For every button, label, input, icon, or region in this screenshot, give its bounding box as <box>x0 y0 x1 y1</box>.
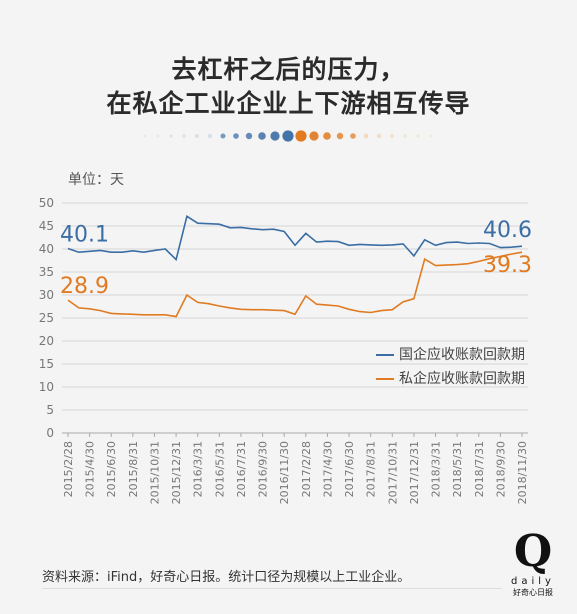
decor-dot <box>195 134 199 138</box>
decor-dot <box>169 134 173 138</box>
x-tick-label: 2018/11/30 <box>516 441 529 504</box>
x-tick-label: 2017/2/28 <box>300 441 313 497</box>
decor-dot <box>390 134 394 138</box>
x-tick-label: 2015/6/30 <box>105 441 118 497</box>
decor-dot <box>403 134 407 138</box>
y-tick-label: 40 <box>39 242 54 256</box>
y-tick-label: 15 <box>39 357 54 371</box>
chart-title-line1: 去杠杆之后的压力， <box>171 55 406 84</box>
y-tick-label: 20 <box>39 334 54 348</box>
decor-dot <box>156 134 160 138</box>
y-tick-label: 25 <box>39 311 54 325</box>
legend-swatch-state <box>376 354 394 356</box>
source-note: 资料来源：iFind，好奇心日报。统计口径为规模以上工业企业。 <box>42 570 411 585</box>
decor-dot <box>350 133 356 139</box>
gridlines <box>62 202 528 434</box>
series-lines <box>67 215 523 318</box>
x-tick-label: 2018/9/30 <box>494 441 507 497</box>
decor-dot <box>233 133 239 139</box>
decor-dot <box>182 134 186 138</box>
logo-sub: 好奇心日报 <box>513 588 553 597</box>
unit-label: 单位：天 <box>68 172 124 188</box>
x-tick-label: 2016/7/31 <box>235 441 248 497</box>
y-tick-label: 50 <box>39 196 54 210</box>
x-tick-label: 2017/4/30 <box>321 441 334 497</box>
decor-dot <box>376 133 382 139</box>
x-tick-label: 2016/11/30 <box>278 441 291 504</box>
decor-dot <box>220 133 226 139</box>
divider <box>42 588 502 589</box>
x-tick-label: 2015/4/30 <box>84 441 97 497</box>
decor-dot <box>143 134 147 138</box>
decor-dot <box>258 132 266 140</box>
x-tick-label: 2016/3/31 <box>192 441 205 497</box>
y-tick-label: 35 <box>39 265 54 279</box>
decor-dot <box>282 130 294 142</box>
decor-dot <box>207 133 213 139</box>
series-line-1 <box>67 251 523 318</box>
decor-dot <box>336 132 344 140</box>
logo-mark: Q <box>513 526 553 577</box>
y-tick-label: 45 <box>39 219 54 233</box>
end-value-label: 39.3 <box>483 253 532 278</box>
data-labels: 40.1 40.6 28.9 39.3 <box>60 218 532 299</box>
x-tick-label: 2016/9/30 <box>257 441 270 497</box>
x-tick-label: 2018/7/31 <box>473 441 486 497</box>
end-value-label: 40.6 <box>483 218 532 243</box>
x-tick-label: 2017/10/31 <box>386 441 399 504</box>
decor-dot <box>309 131 319 141</box>
decor-dot <box>245 132 253 140</box>
x-tick-label: 2015/8/31 <box>127 441 140 497</box>
y-tick-label: 5 <box>46 403 54 417</box>
start-value-label: 28.9 <box>60 274 109 299</box>
x-tick-label: 2016/5/31 <box>213 441 226 497</box>
y-tick-label: 0 <box>46 426 54 440</box>
decor-dot <box>270 131 280 141</box>
x-tick-label: 2018/3/31 <box>430 441 443 497</box>
start-value-label: 40.1 <box>60 223 109 248</box>
x-tick-label: 2015/12/31 <box>170 441 183 504</box>
x-tick-label: 2015/10/31 <box>148 441 161 504</box>
legend-label-private: 私企应收账款回款期 <box>399 371 525 387</box>
y-tick-label: 10 <box>39 380 54 394</box>
decor-dot <box>323 132 331 140</box>
decor-dot <box>363 133 369 139</box>
decor-dot <box>416 134 420 138</box>
chart-title-line2: 在私企工业企业上下游相互传导 <box>106 89 471 118</box>
logo-word: daily <box>511 576 555 587</box>
decor-dot <box>295 130 307 142</box>
y-tick-label: 30 <box>39 288 54 302</box>
decorative-dots <box>143 130 433 142</box>
x-axis-ticks: 2015/2/28 2015/4/30 2015/6/30 2015/8/31 2015… <box>62 433 529 504</box>
y-axis-ticks: 0 5 10 15 20 25 30 35 40 45 50 <box>39 196 54 440</box>
x-tick-label: 2017/12/31 <box>408 441 421 504</box>
legend-label-state: 国企应收账款回款期 <box>399 347 525 363</box>
legend-item-private: 私企应收账款回款期 <box>376 368 525 388</box>
x-tick-label: 2015/2/28 <box>62 441 75 497</box>
decor-dot <box>429 134 433 138</box>
series-line-0 <box>67 215 523 262</box>
daily-logo: Q daily 好奇心日报 <box>508 530 558 598</box>
x-tick-label: 2017/6/30 <box>343 441 356 497</box>
x-tick-label: 2018/5/31 <box>451 441 464 497</box>
x-tick-label: 2017/8/31 <box>365 441 378 497</box>
legend-swatch-private <box>376 378 394 380</box>
legend-item-state: 国企应收账款回款期 <box>376 344 525 364</box>
